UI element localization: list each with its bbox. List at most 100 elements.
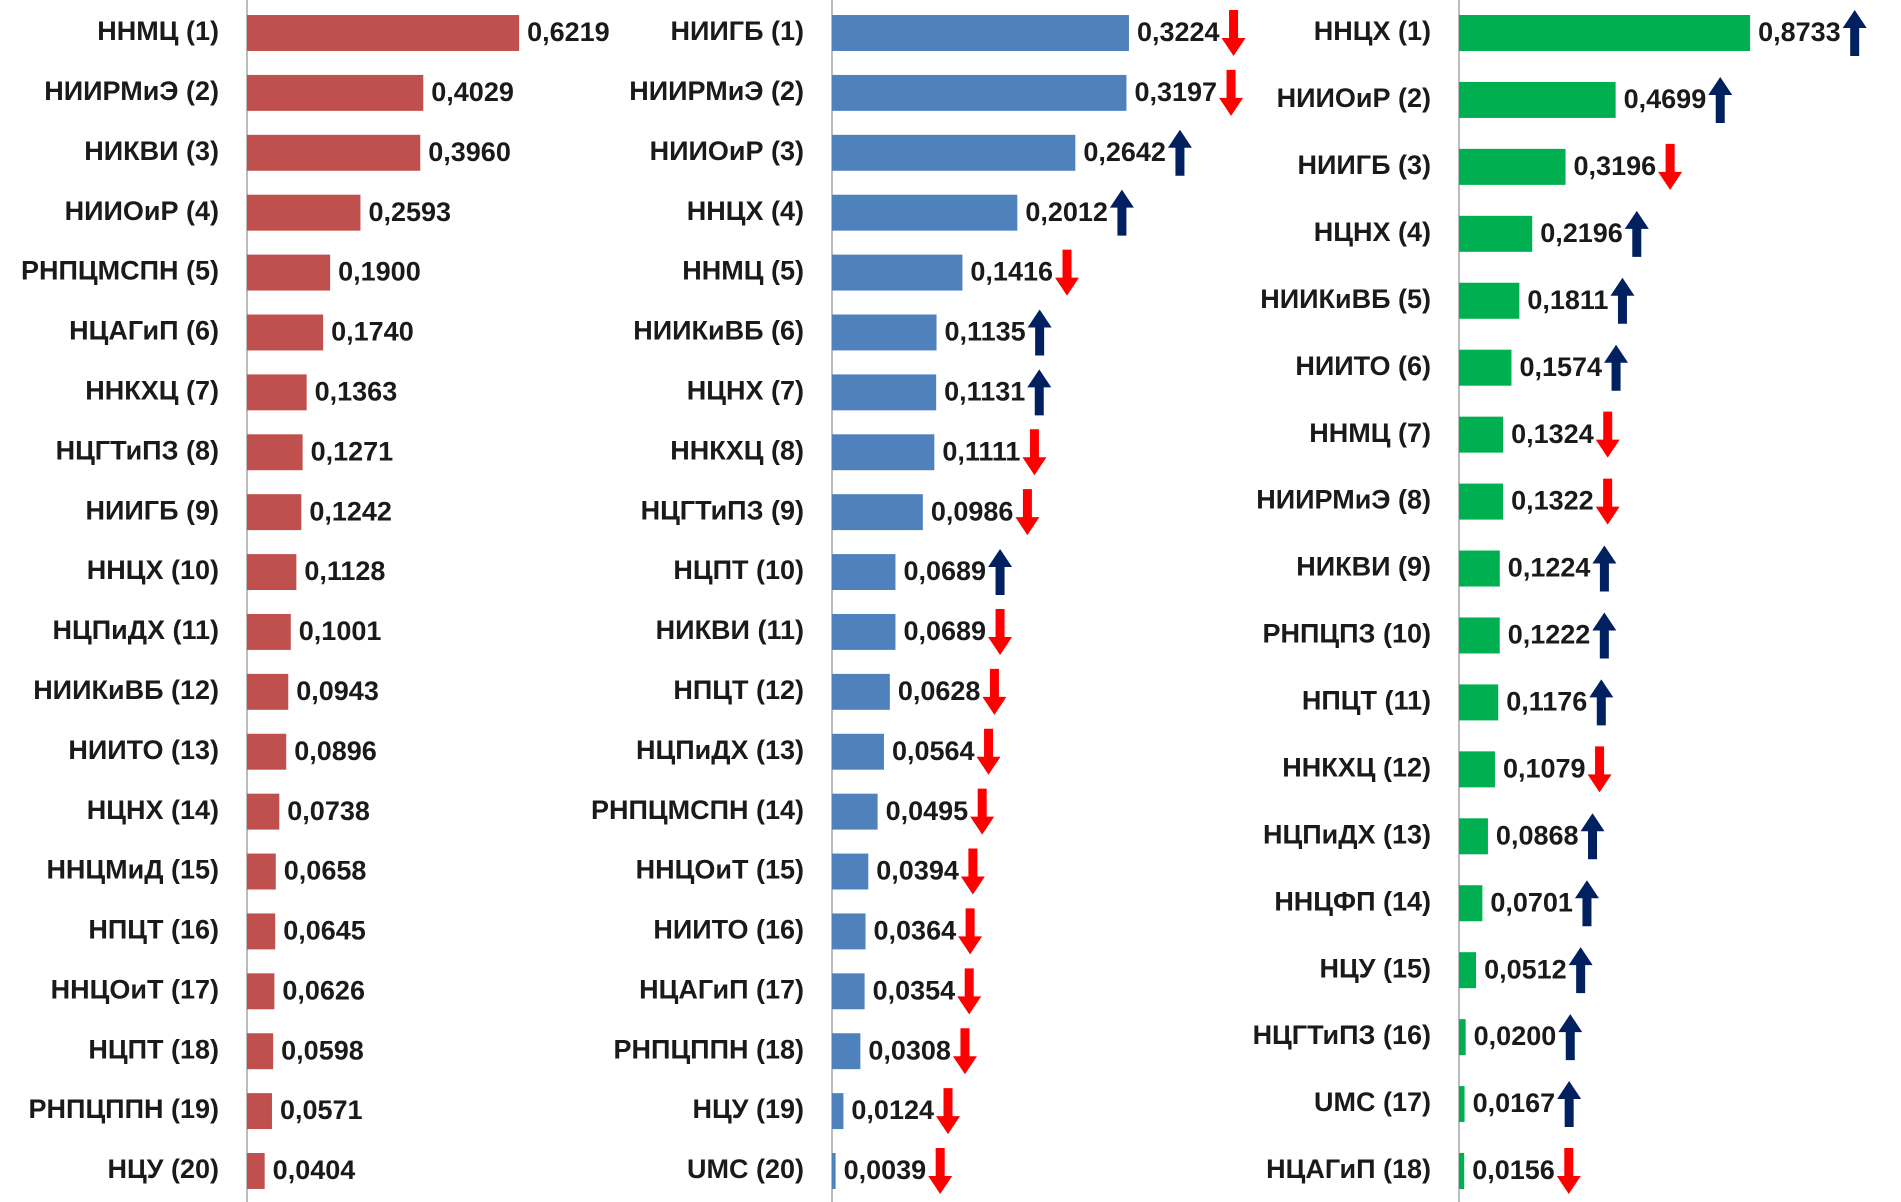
value-label: 0,1176	[1506, 687, 1587, 717]
trend-arrow-down	[976, 728, 1001, 775]
trend-arrow-down	[982, 668, 1007, 715]
category-label: НЦПТ (18)	[88, 1034, 219, 1064]
trend-arrow-down	[1658, 143, 1683, 190]
value-label: 0,0701	[1490, 887, 1573, 917]
bar	[1459, 416, 1504, 453]
value-label: 0,0658	[284, 856, 367, 886]
category-label: НИИРМиЭ (2)	[44, 76, 219, 106]
trend-arrow-up	[1624, 210, 1649, 257]
category-label: НИИОиР (2)	[1277, 83, 1431, 113]
value-label: 0,0645	[283, 916, 366, 946]
category-label: НЦПиДХ (11)	[53, 615, 220, 645]
trend-arrow-up	[1842, 10, 1867, 56]
category-label: РНПЦППН (18)	[614, 1034, 804, 1064]
value-label: 0,0986	[931, 496, 1014, 526]
bar	[832, 733, 884, 770]
bar	[1459, 684, 1499, 721]
bar	[247, 134, 421, 171]
value-label: 0,0495	[886, 796, 969, 826]
category-label: НЦГТиПЗ (9)	[641, 495, 804, 525]
value-label: 0,1811	[1527, 285, 1608, 315]
category-label: НЦУ (19)	[692, 1094, 804, 1124]
bar	[1459, 1019, 1466, 1056]
bar	[1459, 1086, 1465, 1123]
category-label: НЦУ (15)	[1319, 953, 1431, 983]
trend-arrow-down	[958, 908, 983, 955]
value-label: 0,1363	[315, 376, 398, 406]
value-label: 0,6219	[527, 17, 610, 47]
trend-arrow-up	[1167, 129, 1192, 176]
bar	[1459, 148, 1566, 185]
value-label: 0,1001	[299, 616, 382, 646]
category-label: НИКВИ (11)	[656, 615, 804, 645]
category-label: НИИОиР (4)	[65, 196, 219, 226]
value-label: 0,1135	[945, 317, 1026, 347]
trend-arrow-down	[1556, 1148, 1581, 1194]
value-label: 0,0364	[874, 916, 957, 946]
value-label: 0,0628	[898, 676, 981, 706]
bar	[832, 374, 937, 411]
value-label: 0,1324	[1511, 419, 1594, 449]
trend-arrow-down	[952, 1028, 977, 1075]
trend-arrow-down	[936, 1088, 961, 1135]
bar	[1459, 1153, 1465, 1189]
value-label: 0,0167	[1473, 1088, 1556, 1118]
value-label: 0,1416	[970, 257, 1053, 287]
trend-arrow-up	[1558, 1014, 1583, 1061]
category-label: НИИКиВБ (12)	[33, 675, 219, 705]
bar	[1459, 483, 1504, 520]
value-label: 0,0689	[903, 556, 986, 586]
value-label: 0,0738	[287, 796, 370, 826]
value-label: 0,0512	[1484, 954, 1567, 984]
category-label: НПЦТ (11)	[1302, 686, 1431, 716]
category-label: НЦАГиП (17)	[639, 974, 804, 1004]
category-label: НИИТО (13)	[68, 735, 219, 765]
trend-arrow-down	[1055, 249, 1080, 296]
category-label: НИИРМиЭ (2)	[629, 76, 804, 106]
bar	[247, 733, 287, 770]
value-label: 0,0571	[280, 1095, 363, 1125]
trend-arrow-down	[970, 788, 995, 835]
value-label: 0,1242	[309, 496, 392, 526]
category-label: НИИКиВБ (6)	[633, 316, 804, 346]
category-label: НЦАГиП (6)	[69, 316, 219, 346]
bar	[832, 973, 865, 1010]
trend-arrow-up	[1568, 947, 1593, 994]
bar	[1459, 617, 1500, 654]
bar	[832, 853, 869, 890]
value-label: 0,0156	[1472, 1155, 1555, 1185]
bar	[832, 194, 1018, 231]
bar	[247, 613, 291, 650]
category-label: РНПЦМСПН (14)	[591, 795, 804, 825]
category-label: НЦАГиП (18)	[1266, 1154, 1431, 1184]
bar	[832, 434, 935, 471]
value-label: 0,1111	[942, 436, 1020, 466]
category-label: НИИТО (6)	[1295, 351, 1431, 381]
value-label: 0,2642	[1083, 137, 1166, 167]
category-label: ННКХЦ (12)	[1282, 752, 1431, 782]
bar	[832, 1093, 844, 1130]
bar	[247, 1153, 265, 1189]
value-label: 0,0689	[903, 616, 986, 646]
trend-arrow-up	[1592, 612, 1617, 659]
category-label: НЦНХ (14)	[87, 795, 219, 825]
bar	[247, 793, 280, 830]
category-label: ННЦОиТ (15)	[636, 855, 804, 885]
category-label: НЦГТиПЗ (8)	[56, 435, 219, 465]
category-label: НПЦТ (12)	[673, 675, 804, 705]
category-label: НЦНХ (7)	[687, 375, 804, 405]
trend-arrow-down	[957, 968, 982, 1015]
bar	[247, 554, 297, 591]
category-label: ННКХЦ (7)	[85, 375, 219, 405]
category-label: ННМЦ (5)	[682, 256, 804, 286]
bar	[832, 134, 1076, 171]
category-label: ННМЦ (7)	[1309, 418, 1431, 448]
trend-arrow-up	[1109, 189, 1134, 236]
bar	[247, 254, 331, 291]
category-label: НИИОиР (3)	[650, 136, 804, 166]
value-label: 0,3196	[1574, 151, 1657, 181]
category-label: НИИРМиЭ (8)	[1256, 485, 1431, 515]
bar	[832, 913, 866, 950]
bar	[832, 1153, 836, 1189]
value-label: 0,1224	[1508, 553, 1591, 583]
